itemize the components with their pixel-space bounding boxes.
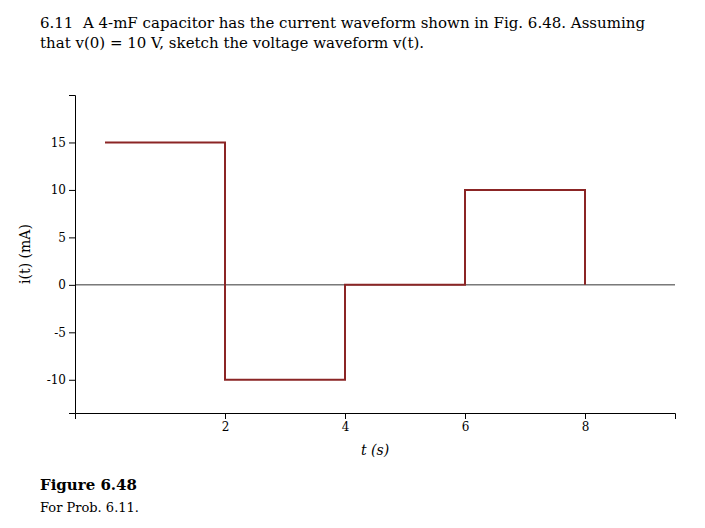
x-tick-mark <box>585 413 586 419</box>
y-tick-label: -10 <box>47 373 66 387</box>
caption: Figure 6.48 <box>40 476 137 494</box>
title-line: 6.11 A 4-mF capacitor has the current wa… <box>40 14 645 32</box>
x-tick: 6 <box>462 413 470 434</box>
y-tick-mark <box>69 237 75 238</box>
x-tick-mark <box>225 413 226 419</box>
title-line: that v(0) = 10 V, sketch the voltage wav… <box>40 34 424 52</box>
y-axis-label: i(t) (mA) <box>17 224 33 284</box>
x-tick-label: 2 <box>222 420 230 434</box>
plot: 2 4 6 8 -10 -5 0 5 10 15 <box>47 96 676 434</box>
y-tick-mark <box>69 380 75 381</box>
marks <box>105 142 585 379</box>
y-tick: -5 <box>54 326 75 340</box>
y-tick: 15 <box>51 136 75 150</box>
x-tick-label: 8 <box>582 420 590 434</box>
x-tick: 8 <box>582 413 590 434</box>
y-tick-label: 10 <box>51 183 66 197</box>
subcaption: For Prob. 6.11. <box>40 500 139 515</box>
x-axis: 2 4 6 8 <box>76 413 676 434</box>
x-tick-mark <box>465 413 466 419</box>
x-axis-line <box>76 414 676 420</box>
x-tick-label: 6 <box>462 420 470 434</box>
y-tick-mark <box>69 285 75 286</box>
x-tick: 2 <box>222 413 230 434</box>
y-tick: 10 <box>51 183 75 197</box>
x-tick: 4 <box>342 413 350 434</box>
x-tick-mark <box>345 413 346 419</box>
y-tick-mark <box>69 142 75 143</box>
waveform <box>105 142 585 379</box>
x-axis-label: t (s) <box>361 442 389 458</box>
y-axis-line <box>69 96 76 414</box>
y-tick-label: 15 <box>51 136 66 150</box>
y-tick-label: 0 <box>58 278 66 292</box>
y-tick-mark <box>69 332 75 333</box>
x-tick-label: 4 <box>342 420 350 434</box>
chart: 6.11 A 4-mF capacitor has the current wa… <box>0 0 705 528</box>
y-tick: 0 <box>58 278 75 292</box>
y-axis: -10 -5 0 5 10 15 <box>47 96 76 414</box>
y-tick-mark <box>69 190 75 191</box>
y-tick-label: 5 <box>58 231 66 245</box>
y-tick-label: -5 <box>54 326 66 340</box>
title: 6.11 A 4-mF capacitor has the current wa… <box>40 14 645 52</box>
y-tick: 5 <box>58 231 75 245</box>
y-tick: -10 <box>47 373 75 387</box>
